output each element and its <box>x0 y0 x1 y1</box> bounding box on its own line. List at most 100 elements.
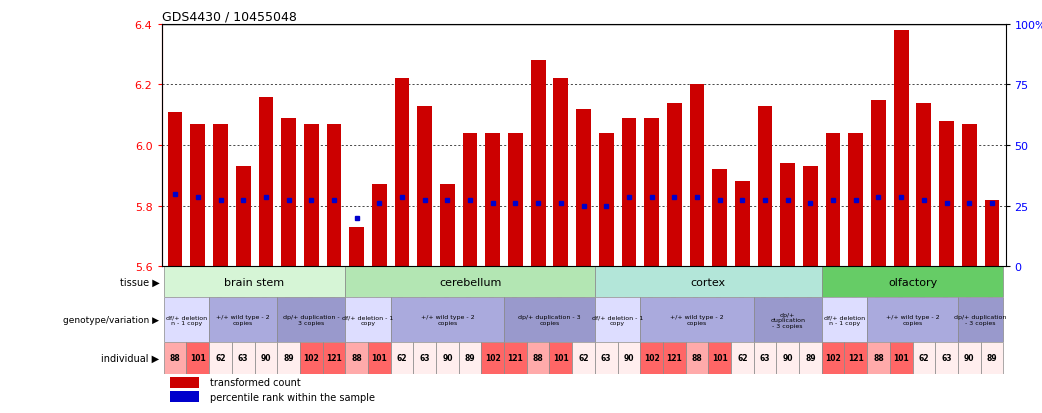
Bar <box>326 125 342 266</box>
Bar <box>504 298 595 342</box>
Bar <box>663 342 686 374</box>
Bar <box>481 342 504 374</box>
Bar <box>486 133 500 266</box>
Text: dp/+ duplication -
3 copies: dp/+ duplication - 3 copies <box>283 315 340 325</box>
Bar <box>621 119 637 266</box>
Text: 63: 63 <box>601 354 612 363</box>
Bar <box>572 342 595 374</box>
Bar <box>277 298 345 342</box>
Bar <box>667 103 681 266</box>
Text: 63: 63 <box>760 354 770 363</box>
Bar <box>780 164 795 266</box>
Bar <box>530 61 546 266</box>
Text: 121: 121 <box>667 354 683 363</box>
Bar <box>958 298 1003 342</box>
Text: df/+ deletion - 1
copy: df/+ deletion - 1 copy <box>343 315 394 325</box>
Text: 88: 88 <box>351 354 362 363</box>
Text: brain stem: brain stem <box>224 277 284 287</box>
Text: 121: 121 <box>848 354 864 363</box>
Bar <box>595 298 640 342</box>
Bar <box>822 266 1003 298</box>
Text: 90: 90 <box>964 354 974 363</box>
Text: tissue ▶: tissue ▶ <box>120 277 159 287</box>
Bar <box>640 298 753 342</box>
Bar <box>527 342 549 374</box>
Bar <box>300 342 323 374</box>
Bar <box>191 125 205 266</box>
Bar <box>962 125 976 266</box>
Text: percentile rank within the sample: percentile rank within the sample <box>209 392 375 402</box>
Text: df/+ deletion - 1
copy: df/+ deletion - 1 copy <box>592 315 643 325</box>
Bar <box>890 342 913 374</box>
Text: GDS4430 / 10455048: GDS4430 / 10455048 <box>162 11 296 24</box>
Bar <box>871 100 886 266</box>
Bar <box>758 107 772 266</box>
Bar <box>345 342 368 374</box>
Text: 121: 121 <box>507 354 523 363</box>
Bar <box>231 342 254 374</box>
Bar <box>277 342 300 374</box>
Bar <box>848 133 863 266</box>
Bar <box>753 342 776 374</box>
Bar <box>304 125 319 266</box>
Text: +/+ wild type - 2
copies: +/+ wild type - 2 copies <box>886 315 939 325</box>
Bar <box>753 298 822 342</box>
Bar <box>913 342 935 374</box>
Bar <box>254 342 277 374</box>
Text: individual ▶: individual ▶ <box>101 353 159 363</box>
Text: +/+ wild type - 2
copies: +/+ wild type - 2 copies <box>217 315 270 325</box>
Bar <box>214 125 228 266</box>
Text: dp/+ duplication - 3
copies: dp/+ duplication - 3 copies <box>518 315 580 325</box>
Bar <box>822 298 867 342</box>
Text: 88: 88 <box>692 354 702 363</box>
Bar <box>164 342 187 374</box>
Bar <box>981 342 1003 374</box>
Bar <box>985 200 999 266</box>
Bar <box>345 266 595 298</box>
Bar <box>644 119 659 266</box>
Text: 88: 88 <box>873 354 884 363</box>
Bar <box>349 227 364 266</box>
Bar <box>170 392 199 402</box>
Text: 89: 89 <box>987 354 997 363</box>
Bar <box>867 298 958 342</box>
Text: genotype/variation ▶: genotype/variation ▶ <box>64 316 159 325</box>
Text: 102: 102 <box>303 354 319 363</box>
Bar <box>436 342 458 374</box>
Bar <box>391 342 414 374</box>
Bar <box>258 97 273 266</box>
Text: 90: 90 <box>260 354 271 363</box>
Bar <box>917 103 932 266</box>
Text: +/+ wild type - 2
copies: +/+ wild type - 2 copies <box>670 315 724 325</box>
Bar <box>164 266 345 298</box>
Text: 88: 88 <box>170 354 180 363</box>
Bar <box>803 167 818 266</box>
Text: 89: 89 <box>805 354 816 363</box>
Text: df/+ deletion
n - 1 copy: df/+ deletion n - 1 copy <box>166 315 207 325</box>
Bar <box>709 342 731 374</box>
Text: df/+ deletion
n - 1 copy: df/+ deletion n - 1 copy <box>824 315 865 325</box>
Bar <box>958 342 981 374</box>
Bar <box>164 298 209 342</box>
Bar <box>170 377 199 388</box>
Bar <box>867 342 890 374</box>
Bar <box>599 133 614 266</box>
Bar <box>844 342 867 374</box>
Bar <box>209 298 277 342</box>
Text: 63: 63 <box>941 354 951 363</box>
Bar <box>553 79 568 266</box>
Bar <box>713 170 727 266</box>
Bar <box>825 133 841 266</box>
Bar <box>235 167 250 266</box>
Text: +/+ wild type - 2
copies: +/+ wild type - 2 copies <box>421 315 474 325</box>
Text: 121: 121 <box>326 354 342 363</box>
Bar <box>395 79 410 266</box>
Text: 101: 101 <box>553 354 569 363</box>
Bar <box>209 342 231 374</box>
Text: olfactory: olfactory <box>888 277 937 287</box>
Text: 63: 63 <box>420 354 430 363</box>
Text: 101: 101 <box>893 354 909 363</box>
Text: 62: 62 <box>737 354 747 363</box>
Bar <box>735 182 749 266</box>
Text: 102: 102 <box>644 354 660 363</box>
